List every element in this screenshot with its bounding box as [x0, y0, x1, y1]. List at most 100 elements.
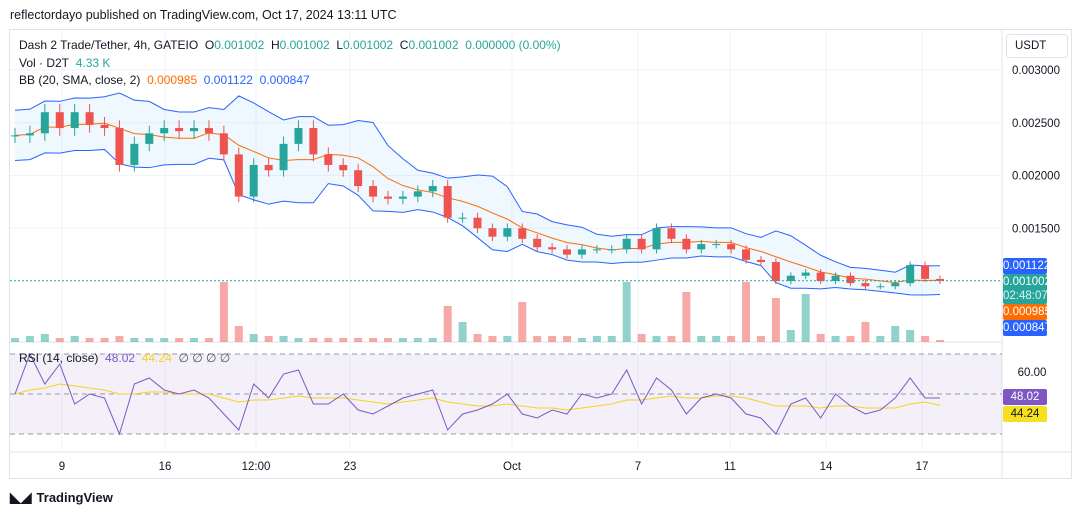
- volume-bar: [130, 338, 139, 342]
- volume-bar: [25, 336, 34, 342]
- time-tick: Oct: [503, 461, 522, 473]
- volume-bar: [891, 326, 900, 342]
- candle-body: [682, 238, 691, 250]
- candle-body: [443, 186, 452, 218]
- candle-body: [697, 244, 706, 250]
- volume-bar: [264, 336, 273, 342]
- volume-bar: [204, 338, 213, 342]
- bb-background: [15, 93, 940, 296]
- candle-body: [771, 262, 780, 281]
- candle-body: [234, 154, 243, 197]
- rsi-value: 48.02: [105, 351, 136, 365]
- change-value: 0.000000 (0.00%): [465, 38, 561, 52]
- volume-bar: [921, 336, 930, 342]
- candle-body: [667, 228, 676, 239]
- candle-body: [279, 143, 288, 171]
- price-tick: 0.003000: [1012, 65, 1060, 77]
- candle-body: [40, 112, 49, 134]
- bb-lower: 0.000847: [259, 73, 310, 87]
- last-price: 0.001002: [1003, 276, 1051, 288]
- volume-bar: [801, 294, 810, 342]
- legend-bb[interactable]: BB (20, SMA, close, 2) 0.000985 0.001122…: [19, 73, 310, 87]
- volume-bar: [846, 336, 855, 342]
- volume-bar: [339, 338, 348, 342]
- candle-body: [309, 128, 318, 155]
- price-tick: 0.002500: [1012, 118, 1060, 130]
- candle-body: [518, 228, 527, 239]
- candle-body: [55, 112, 64, 129]
- volume-bar: [175, 338, 184, 342]
- legend-rsi[interactable]: RSI (14, close) 48.02 44.24 ∅ ∅ ∅ ∅: [19, 351, 230, 365]
- volume-bar: [369, 338, 378, 342]
- candle-body: [130, 143, 139, 165]
- volume-bar: [413, 338, 422, 342]
- candle-body: [816, 272, 825, 281]
- volume-bar: [294, 338, 303, 342]
- volume-bar: [473, 334, 482, 342]
- vol-value: 4.33 K: [75, 56, 111, 70]
- volume-bar: [443, 306, 452, 342]
- rsi-ma-tag: 44.24: [1003, 406, 1047, 422]
- currency-selector[interactable]: USDT: [1006, 34, 1068, 58]
- rsi-scale-tick: 60.00: [1017, 367, 1047, 379]
- time-tick: 7: [635, 461, 641, 473]
- time-tick: 17: [916, 461, 929, 473]
- volume-bar: [324, 338, 333, 342]
- bb-upper: 0.001122: [203, 73, 253, 87]
- volume-bar: [876, 336, 885, 342]
- open-value: 0.001002: [214, 38, 265, 52]
- candle-body: [190, 128, 199, 132]
- low-value: 0.001002: [343, 38, 394, 52]
- price-tick: 0.002000: [1012, 171, 1060, 183]
- time-tick: 23: [344, 461, 357, 473]
- volume-bar: [70, 336, 79, 342]
- volume-bar: [458, 322, 467, 342]
- candle-body: [264, 164, 273, 171]
- volume-bar: [85, 338, 94, 342]
- candle-body: [204, 128, 213, 134]
- candle-body: [563, 249, 572, 255]
- candle-body: [324, 154, 333, 165]
- volume-bar: [816, 334, 825, 342]
- candle-body: [369, 186, 378, 197]
- candle-body: [652, 228, 661, 250]
- candle-body: [533, 238, 542, 248]
- candle-body: [11, 135, 19, 137]
- candle-body: [712, 244, 721, 246]
- price-tick: 0.001500: [1012, 223, 1060, 235]
- volume-bar: [518, 302, 527, 342]
- time-tick: 11: [724, 461, 736, 473]
- volume-bar: [861, 322, 870, 342]
- candle-body: [592, 249, 601, 251]
- tradingview-logo[interactable]: ◣◢ TradingView: [10, 489, 113, 506]
- volume-bar: [234, 326, 243, 342]
- volume-bar: [279, 336, 288, 342]
- rsi-ma-value: 44.24: [141, 351, 172, 365]
- bar-countdown: 02:48:07: [1003, 290, 1048, 302]
- bb-upper-line: [14, 92, 941, 273]
- bb-basis-tag: 0.000985: [1003, 304, 1051, 320]
- volume-bar: [309, 338, 318, 342]
- chart-frame[interactable]: [9, 29, 1072, 479]
- volume-bar: [592, 336, 601, 342]
- time-tick: 9: [59, 461, 65, 473]
- candle-body: [398, 196, 407, 199]
- candle-body: [801, 272, 810, 276]
- candle-body: [876, 286, 885, 288]
- volume-bar: [936, 340, 944, 342]
- candle-body: [727, 244, 736, 250]
- candle-body: [607, 249, 616, 251]
- rsi-ma-line: [14, 383, 941, 411]
- candle-body: [458, 217, 467, 219]
- symbol-title[interactable]: Dash 2 Trade/Tether, 4h, GATEIO: [19, 38, 199, 52]
- legend-volume[interactable]: Vol · D2T 4.33 K: [19, 56, 110, 70]
- volume-bar: [727, 336, 736, 342]
- candle-body: [742, 249, 751, 260]
- time-tick: 14: [820, 461, 833, 473]
- candle-body: [831, 275, 840, 281]
- volume-bar: [771, 298, 780, 342]
- candle-body: [756, 259, 765, 263]
- volume-bar: [354, 338, 363, 342]
- last-price-tag: 0.001002 02:48:07: [1003, 274, 1051, 304]
